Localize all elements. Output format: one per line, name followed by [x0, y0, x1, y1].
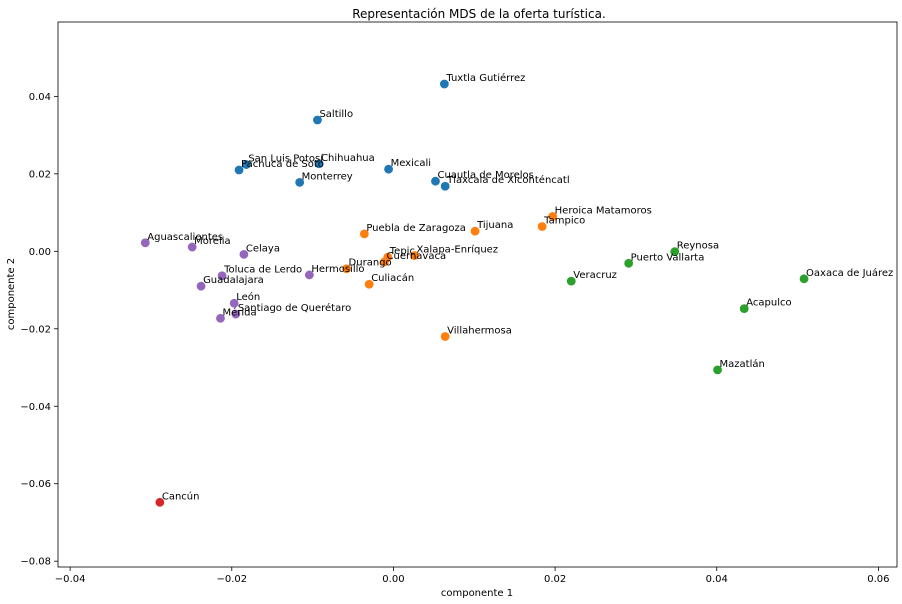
- point-label: Toluca de Lerdo: [223, 265, 302, 276]
- data-points: [140, 79, 809, 507]
- data-point: [359, 229, 369, 239]
- point-label: Mérida: [222, 306, 256, 318]
- point-label: Tampico: [543, 216, 585, 227]
- data-point: [410, 251, 419, 260]
- point-label: San Luis Potosí: [248, 153, 324, 165]
- data-point: [548, 212, 558, 221]
- data-point: [187, 242, 197, 252]
- data-point: [295, 177, 305, 187]
- x-axis: −0.04 −0.02 0.00 0.02 0.04 0.06: [55, 567, 890, 585]
- point-label: Veracruz: [573, 270, 617, 281]
- y-tick-label: −0.02: [20, 324, 51, 335]
- data-point: [196, 281, 206, 291]
- chart-title: Representación MDS de la oferta turístic…: [352, 7, 606, 21]
- data-point: [431, 176, 440, 186]
- point-label: Hermosillo: [311, 264, 364, 275]
- data-point: [440, 181, 450, 191]
- data-point: [140, 238, 150, 248]
- point-label: Villahermosa: [447, 326, 512, 337]
- point-label: Cuautla de Morelos: [437, 170, 533, 181]
- point-label: Culiacán: [371, 272, 414, 284]
- point-label: Celaya: [246, 243, 280, 254]
- data-point: [314, 159, 324, 169]
- point-label: Heroica Matamoros: [555, 205, 652, 216]
- data-point: [670, 247, 680, 257]
- data-point: [313, 115, 322, 125]
- point-label: Reynosa: [677, 241, 719, 252]
- point-label: Chihuahua: [321, 153, 375, 164]
- point-label: Tuxtla Gutiérrez: [445, 72, 525, 84]
- point-label: Acapulco: [746, 298, 791, 309]
- point-label: Monterrey: [302, 171, 353, 182]
- y-tick-label: 0.04: [29, 92, 51, 103]
- x-tick-label: 0.02: [544, 574, 566, 585]
- y-tick-label: 0.00: [29, 247, 51, 258]
- plot-area: [57, 21, 898, 568]
- point-label: Puebla de Zaragoza: [366, 223, 466, 234]
- point-label: Mazatlán: [720, 358, 765, 370]
- data-point: [217, 271, 227, 281]
- y-axis: −0.08 −0.06 −0.04 −0.02 0.00 0.02 0.04: [20, 92, 58, 568]
- point-label: Oaxaca de Juárez: [806, 267, 893, 279]
- data-point: [799, 274, 809, 284]
- data-point: [229, 298, 239, 308]
- data-point: [439, 79, 449, 89]
- data-point: [234, 165, 244, 175]
- data-point: [241, 160, 251, 169]
- data-point: [380, 257, 389, 267]
- point-label: Morelia: [194, 236, 230, 247]
- data-point: [739, 304, 749, 314]
- x-tick-label: −0.04: [55, 574, 86, 585]
- x-tick-label: 0.04: [706, 574, 728, 585]
- point-label: Puerto Vallarta: [631, 252, 705, 263]
- point-label: Cuernavaca: [387, 251, 447, 262]
- data-point: [440, 332, 450, 341]
- x-tick-label: −0.02: [216, 574, 247, 585]
- x-tick-label: 0.00: [382, 574, 404, 585]
- y-tick-label: −0.08: [20, 557, 51, 568]
- data-point: [304, 270, 314, 280]
- y-tick-label: 0.02: [29, 169, 51, 180]
- point-label: León: [236, 291, 260, 303]
- data-point: [342, 264, 351, 274]
- point-label: Durango: [349, 258, 392, 269]
- data-point: [155, 497, 165, 507]
- point-label: Pachuca de Soto: [241, 159, 324, 170]
- data-point: [384, 164, 393, 174]
- data-point: [537, 222, 547, 231]
- data-point: [364, 279, 374, 289]
- data-point: [231, 309, 241, 319]
- data-point: [624, 258, 634, 268]
- data-point: [239, 250, 249, 259]
- data-point: [470, 226, 480, 236]
- point-label: Tijuana: [476, 220, 513, 231]
- y-tick-label: −0.04: [20, 402, 51, 413]
- point-label: Tlaxcala de Xicohténcatl: [446, 174, 569, 186]
- point-label: Santiago de Querétaro: [238, 302, 351, 314]
- point-label: Aguascalientes: [147, 232, 223, 243]
- x-tick-label: 0.06: [867, 574, 889, 585]
- point-label: Xalapa-Enríquez: [416, 244, 498, 256]
- point-label: Cancún: [162, 490, 200, 502]
- x-axis-title: componente 1: [441, 588, 513, 599]
- data-point: [713, 365, 722, 375]
- y-tick-label: −0.06: [20, 479, 51, 490]
- y-axis-title: componente 2: [6, 258, 17, 330]
- data-point: [216, 313, 225, 323]
- data-point: [566, 276, 576, 286]
- point-label: Saltillo: [319, 109, 353, 120]
- point-label: Guadalajara: [203, 275, 264, 286]
- point-label: Tepic: [389, 246, 415, 257]
- point-label: Mexicali: [391, 158, 431, 169]
